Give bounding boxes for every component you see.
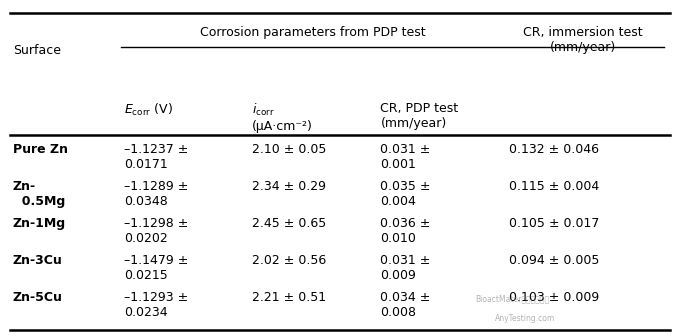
Text: Zn-1Mg: Zn-1Mg: [13, 217, 66, 230]
Text: 0.105 ± 0.017: 0.105 ± 0.017: [509, 217, 599, 230]
Text: CR, immersion test
(mm/year): CR, immersion test (mm/year): [523, 26, 643, 54]
Text: –1.1298 ±
0.0202: –1.1298 ± 0.0202: [124, 217, 188, 245]
Text: 2.10 ± 0.05: 2.10 ± 0.05: [252, 143, 326, 156]
Text: 2.45 ± 0.65: 2.45 ± 0.65: [252, 217, 326, 230]
Text: –1.1293 ±
0.0234: –1.1293 ± 0.0234: [124, 291, 188, 319]
Text: 0.036 ±
0.010: 0.036 ± 0.010: [381, 217, 431, 245]
Text: 0.103 ± 0.009: 0.103 ± 0.009: [509, 291, 599, 304]
Text: $E_{\rm corr}$ (V): $E_{\rm corr}$ (V): [124, 102, 173, 118]
Text: 0.031 ±
0.001: 0.031 ± 0.001: [381, 143, 431, 171]
Text: 2.21 ± 0.51: 2.21 ± 0.51: [252, 291, 326, 304]
Text: 0.034 ±
0.008: 0.034 ± 0.008: [381, 291, 431, 319]
Text: BioactMater生物活性材料: BioactMater生物活性材料: [475, 294, 549, 303]
Text: 0.094 ± 0.005: 0.094 ± 0.005: [509, 254, 599, 267]
Text: 0.031 ±
0.009: 0.031 ± 0.009: [381, 254, 431, 282]
Text: 0.035 ±
0.004: 0.035 ± 0.004: [381, 180, 431, 208]
Text: $i_{\rm corr}$
(μA·cm⁻²): $i_{\rm corr}$ (μA·cm⁻²): [252, 102, 313, 133]
Text: 2.02 ± 0.56: 2.02 ± 0.56: [252, 254, 326, 267]
Text: 0.132 ± 0.046: 0.132 ± 0.046: [509, 143, 598, 156]
Text: Zn-
  0.5Mg: Zn- 0.5Mg: [13, 180, 65, 208]
Text: Zn-5Cu: Zn-5Cu: [13, 291, 63, 304]
Text: AnyTesting.com: AnyTesting.com: [495, 314, 556, 323]
Text: Corrosion parameters from PDP test: Corrosion parameters from PDP test: [200, 26, 426, 39]
Text: 0.115 ± 0.004: 0.115 ± 0.004: [509, 180, 599, 193]
Text: –1.1237 ±
0.0171: –1.1237 ± 0.0171: [124, 143, 188, 171]
Text: 2.34 ± 0.29: 2.34 ± 0.29: [252, 180, 326, 193]
Text: Pure Zn: Pure Zn: [13, 143, 68, 156]
Text: Zn-3Cu: Zn-3Cu: [13, 254, 63, 267]
Text: CR, PDP test
(mm/year): CR, PDP test (mm/year): [381, 102, 458, 130]
Text: Surface: Surface: [13, 44, 61, 57]
Text: –1.1289 ±
0.0348: –1.1289 ± 0.0348: [124, 180, 188, 208]
Text: –1.1479 ±
0.0215: –1.1479 ± 0.0215: [124, 254, 188, 282]
